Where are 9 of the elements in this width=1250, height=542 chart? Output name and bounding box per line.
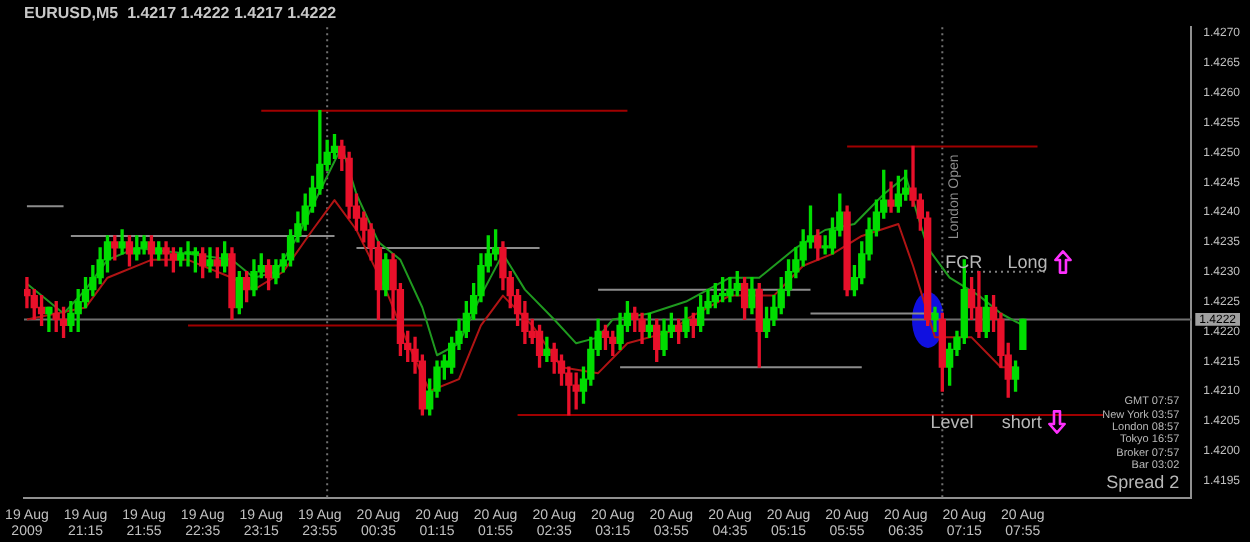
candlestick — [887, 181, 895, 213]
chart-title: EURUSD,M5 1.4217 1.4222 1.4217 1.4222 — [24, 4, 338, 23]
candlestick — [572, 372, 580, 410]
annotation: Long — [1007, 252, 1048, 273]
annotation: Level — [930, 411, 974, 432]
annotation: Spread 2 — [1104, 472, 1180, 495]
candlestick — [184, 241, 192, 267]
candlestick — [821, 235, 829, 255]
annotation: short — [1001, 411, 1042, 432]
